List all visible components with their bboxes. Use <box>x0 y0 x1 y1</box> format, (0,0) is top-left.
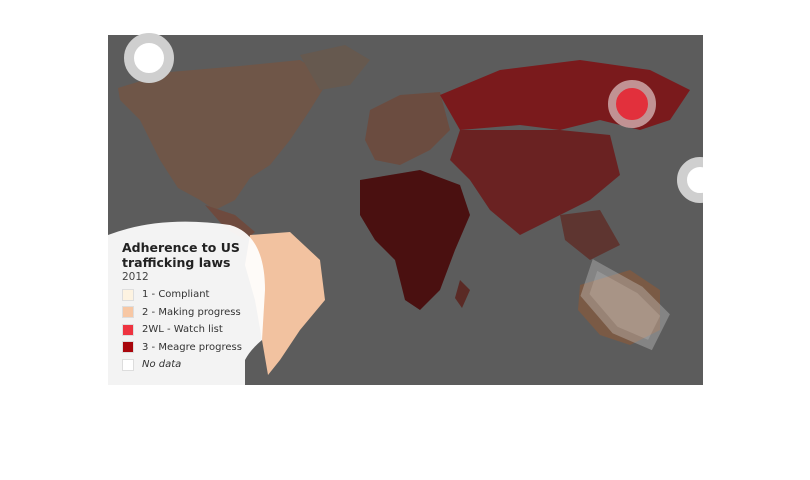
highlight-area <box>580 259 670 351</box>
legend-label: 1 - Compliant <box>142 289 210 301</box>
legend-year: 2012 <box>122 271 149 283</box>
legend-item: 3 - Meagre progress <box>122 339 244 357</box>
australia <box>578 270 660 345</box>
europe <box>365 92 450 165</box>
page-margin <box>703 35 810 385</box>
legend-item: 2WL - Watch list <box>122 321 244 339</box>
asia <box>450 130 620 235</box>
legend-label: 2 - Making progress <box>142 306 241 318</box>
legend-title: Adherence to US trafficking laws <box>122 240 240 270</box>
greenland <box>300 45 370 90</box>
legend-label: 2WL - Watch list <box>142 324 223 336</box>
legend-label: 3 - Meagre progress <box>142 341 242 353</box>
legend-swatch <box>122 341 134 354</box>
legend-item: 2 - Making progress <box>122 304 244 322</box>
highlight-circle <box>124 33 174 83</box>
legend-swatch <box>122 358 134 371</box>
legend: Adherence to US trafficking laws 2012 1 … <box>122 240 244 374</box>
legend-swatch <box>122 306 134 319</box>
legend-item: 1 - Compliant <box>122 286 244 304</box>
legend-label: No data <box>142 359 182 371</box>
legend-background <box>108 221 265 385</box>
madagascar <box>455 280 470 308</box>
africa <box>360 170 470 310</box>
southeast-asia <box>560 210 620 260</box>
legend-swatch <box>122 323 134 336</box>
legend-swatch <box>122 288 134 301</box>
legend-item: No data <box>122 356 244 374</box>
legend-items: 1 - Compliant 2 - Making progress 2WL - Wa… <box>122 286 244 374</box>
highlight-circle <box>608 80 656 128</box>
south-america <box>245 232 325 375</box>
north-america <box>118 60 330 210</box>
